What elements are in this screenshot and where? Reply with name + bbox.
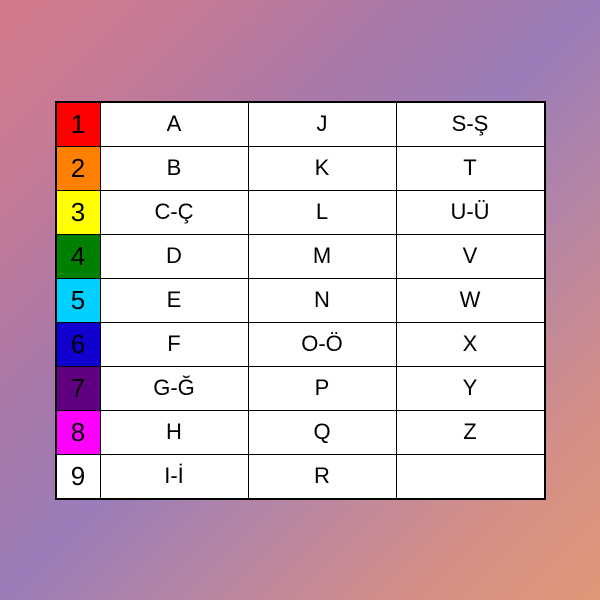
cell-col2: N xyxy=(248,278,396,322)
alphabet-table: 1 A J S-Ş 2 B K T 3 C-Ç L U-Ü 4 D M V xyxy=(56,102,545,499)
cell-col3: U-Ü xyxy=(396,190,544,234)
table-row: 6 F O-Ö X xyxy=(56,322,544,366)
cell-col3: T xyxy=(396,146,544,190)
row-number: 9 xyxy=(56,454,100,498)
cell-col1: A xyxy=(100,102,248,146)
cell-col1: I-İ xyxy=(100,454,248,498)
cell-col1: D xyxy=(100,234,248,278)
cell-col3: Y xyxy=(396,366,544,410)
cell-col1: F xyxy=(100,322,248,366)
cell-col3 xyxy=(396,454,544,498)
cell-col2: Q xyxy=(248,410,396,454)
cell-col2: J xyxy=(248,102,396,146)
row-number: 2 xyxy=(56,146,100,190)
row-number: 1 xyxy=(56,102,100,146)
alphabet-table-container: 1 A J S-Ş 2 B K T 3 C-Ç L U-Ü 4 D M V xyxy=(55,101,546,500)
cell-col2: K xyxy=(248,146,396,190)
cell-col2: O-Ö xyxy=(248,322,396,366)
cell-col1: B xyxy=(100,146,248,190)
table-row: 8 H Q Z xyxy=(56,410,544,454)
cell-col2: P xyxy=(248,366,396,410)
cell-col3: Z xyxy=(396,410,544,454)
cell-col1: C-Ç xyxy=(100,190,248,234)
cell-col3: W xyxy=(396,278,544,322)
cell-col3: X xyxy=(396,322,544,366)
row-number: 8 xyxy=(56,410,100,454)
table-row: 9 I-İ R xyxy=(56,454,544,498)
cell-col1: E xyxy=(100,278,248,322)
cell-col3: S-Ş xyxy=(396,102,544,146)
table-row: 5 E N W xyxy=(56,278,544,322)
table-row: 3 C-Ç L U-Ü xyxy=(56,190,544,234)
table-body: 1 A J S-Ş 2 B K T 3 C-Ç L U-Ü 4 D M V xyxy=(56,102,544,498)
row-number: 5 xyxy=(56,278,100,322)
table-row: 4 D M V xyxy=(56,234,544,278)
cell-col2: M xyxy=(248,234,396,278)
cell-col1: G-Ğ xyxy=(100,366,248,410)
table-row: 1 A J S-Ş xyxy=(56,102,544,146)
cell-col1: H xyxy=(100,410,248,454)
cell-col2: R xyxy=(248,454,396,498)
cell-col2: L xyxy=(248,190,396,234)
row-number: 3 xyxy=(56,190,100,234)
cell-col3: V xyxy=(396,234,544,278)
row-number: 6 xyxy=(56,322,100,366)
table-row: 7 G-Ğ P Y xyxy=(56,366,544,410)
row-number: 7 xyxy=(56,366,100,410)
table-row: 2 B K T xyxy=(56,146,544,190)
row-number: 4 xyxy=(56,234,100,278)
